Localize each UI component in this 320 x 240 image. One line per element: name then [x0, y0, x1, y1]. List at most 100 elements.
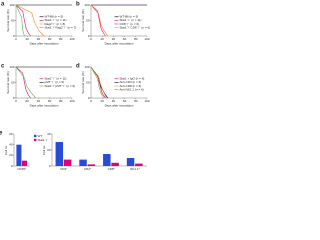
legend-label: Stat1⁻/⁻: [38, 138, 49, 142]
legend-label: Stat1⁻/⁻ (n = 11): [45, 77, 67, 81]
y-axis-label: Cell no.: [42, 145, 46, 155]
bar: [87, 164, 96, 166]
legend-label: Stat1⁻/⁻μMT⁻/⁻ (n = 6): [45, 84, 76, 88]
bar: [135, 163, 143, 166]
bar: [63, 159, 72, 166]
legend-label: WT-B6 (n = 5): [120, 15, 139, 19]
x-tick-label: CD3⁺: [60, 167, 68, 171]
bar: [103, 154, 111, 166]
y-tick-label: 100: [9, 65, 14, 69]
x-tick-label: 60: [48, 37, 52, 41]
legend-label: μMT⁻/⁻ (n = 6): [45, 80, 65, 84]
y-tick-label: 100: [84, 3, 89, 7]
survival-line: [15, 66, 36, 99]
bar: [79, 159, 87, 166]
x-tick-label: 20: [101, 99, 105, 103]
survival-line: [15, 66, 31, 99]
survival-line: [15, 4, 25, 37]
x-tick-label: 60: [123, 37, 127, 41]
panel-letter: a: [1, 2, 5, 8]
y-axis-label: Survival rate (%): [6, 9, 10, 31]
x-tick-label: 0: [90, 37, 92, 41]
x-axis-label: Days after inoculation: [105, 103, 134, 107]
x-tick-label: 80: [134, 37, 138, 41]
bar: [55, 142, 64, 166]
x-axis-label: Days after inoculation: [105, 41, 134, 45]
x-tick-label: 80: [59, 37, 63, 41]
y-tick-label: 100: [9, 3, 14, 7]
survival-line: [90, 66, 107, 99]
survival-line: [15, 4, 31, 37]
y-tick-label: 100: [84, 65, 89, 69]
x-tick-label: 100: [69, 99, 74, 103]
y-tick-label: 50: [11, 80, 15, 84]
x-tick-label: 40: [112, 99, 116, 103]
x-tick-label: 0: [90, 99, 92, 103]
legend-label: Anti-CD4 (n = 6): [120, 80, 142, 84]
x-tick-label: 100: [144, 37, 149, 41]
x-axis-label: Days after inoculation: [30, 103, 59, 107]
x-tick-label: 80: [59, 99, 63, 103]
y-tick-label: 0: [88, 34, 90, 38]
legend-label: WT: [38, 134, 43, 138]
x-tick-label: 20: [101, 37, 105, 41]
x-tick-label: CD8⁺: [108, 167, 116, 171]
legend-label: Anti-NK1.1 (n = 6): [120, 87, 144, 91]
panel-letter: b: [76, 2, 80, 8]
y-tick-label: 0: [13, 96, 15, 100]
legend-swatch: [34, 138, 37, 142]
x-axis-label: Days after inoculation: [30, 41, 59, 45]
y-axis-label: Cell no.: [4, 145, 8, 155]
legend-label: Anti-CD8 (n = 6): [120, 84, 142, 88]
legend-label: WT-B6 (n = 5): [45, 15, 64, 19]
x-tick-label: 20: [26, 37, 30, 41]
y-tick-label: 20: [47, 148, 51, 152]
x-tick-label: 60: [48, 99, 52, 103]
x-tick-label: 0: [15, 99, 17, 103]
legend-label: CD8⁻/⁻ (n = 6): [120, 22, 140, 26]
survival-line: [90, 66, 105, 99]
survival-line: [90, 66, 109, 99]
y-tick-label: 0: [49, 164, 51, 168]
y-tick-label: 50: [86, 80, 90, 84]
x-tick-label: 20: [26, 99, 30, 103]
survival-line: [90, 4, 109, 37]
x-tick-label: 60: [123, 99, 127, 103]
y-tick-label: 40: [47, 132, 51, 136]
bar: [22, 160, 28, 166]
legend-label: Rag2⁻/⁻ (n = 8): [45, 22, 66, 26]
y-axis-label: Survival rate (%): [81, 9, 85, 31]
panel-letter: c: [1, 64, 5, 70]
panel-letter: e: [0, 131, 3, 137]
bar: [126, 158, 135, 166]
x-tick-label: CD4⁺: [84, 167, 92, 171]
legend-label: Stat1 + IgG (n = 6): [120, 77, 145, 81]
legend-swatch: [34, 134, 37, 138]
x-tick-label: 0: [15, 37, 17, 41]
legend-label: Stat1⁻/⁻ (n = 11): [45, 18, 67, 22]
legend-label: Stat1⁻/⁻Rag2⁻/⁻ (n = 7): [45, 25, 77, 29]
y-tick-label: 40: [9, 142, 13, 146]
x-tick-label: 80: [134, 99, 138, 103]
y-tick-label: 0: [11, 164, 13, 168]
legend-label: Stat1⁻/⁻ (n = 11): [120, 18, 142, 22]
y-axis-label: Survival rate (%): [81, 71, 85, 93]
y-tick-label: 0: [88, 96, 90, 100]
bar: [16, 144, 22, 166]
x-tick-label: 100: [69, 37, 74, 41]
y-axis-label: Survival rate (%): [6, 71, 10, 93]
y-tick-label: 20: [9, 153, 13, 157]
survival-line: [90, 4, 106, 37]
x-tick-label: CD45⁺: [17, 167, 27, 171]
y-tick-label: 50: [86, 18, 90, 22]
x-tick-label: 40: [37, 37, 41, 41]
survival-line: [15, 4, 45, 37]
x-tick-label: 40: [112, 37, 116, 41]
x-tick-label: 100: [144, 99, 149, 103]
bar: [111, 162, 119, 166]
panel-letter: d: [76, 64, 80, 70]
x-tick-label: 40: [37, 99, 41, 103]
legend-label: Stat1⁻/⁻CD8⁻/⁻ (n = 6): [120, 25, 150, 29]
y-tick-label: 0: [13, 34, 15, 38]
